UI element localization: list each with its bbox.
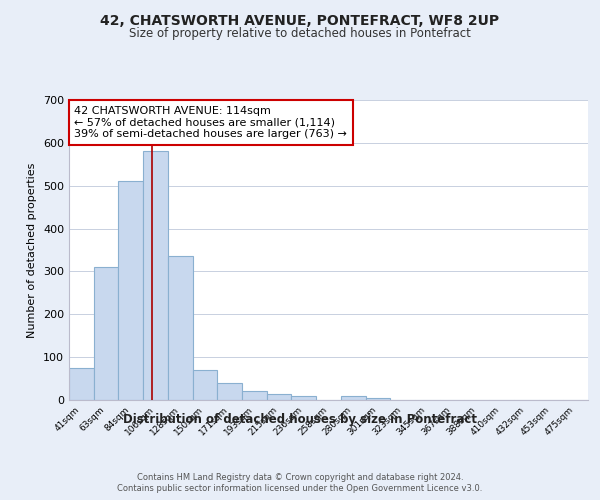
Y-axis label: Number of detached properties: Number of detached properties	[28, 162, 37, 338]
Bar	[193, 370, 217, 400]
Bar	[168, 256, 193, 400]
Bar	[69, 368, 94, 400]
Bar	[365, 398, 390, 400]
Bar	[94, 267, 118, 400]
Bar	[341, 396, 365, 400]
Text: Contains HM Land Registry data © Crown copyright and database right 2024.: Contains HM Land Registry data © Crown c…	[137, 472, 463, 482]
Text: 42, CHATSWORTH AVENUE, PONTEFRACT, WF8 2UP: 42, CHATSWORTH AVENUE, PONTEFRACT, WF8 2…	[100, 14, 500, 28]
Text: Distribution of detached houses by size in Pontefract: Distribution of detached houses by size …	[123, 412, 477, 426]
Bar	[292, 396, 316, 400]
Text: Contains public sector information licensed under the Open Government Licence v3: Contains public sector information licen…	[118, 484, 482, 493]
Bar	[217, 383, 242, 400]
Bar	[118, 182, 143, 400]
Bar	[143, 152, 168, 400]
Text: 42 CHATSWORTH AVENUE: 114sqm
← 57% of detached houses are smaller (1,114)
39% of: 42 CHATSWORTH AVENUE: 114sqm ← 57% of de…	[74, 106, 347, 139]
Bar	[267, 394, 292, 400]
Text: Size of property relative to detached houses in Pontefract: Size of property relative to detached ho…	[129, 28, 471, 40]
Bar	[242, 392, 267, 400]
